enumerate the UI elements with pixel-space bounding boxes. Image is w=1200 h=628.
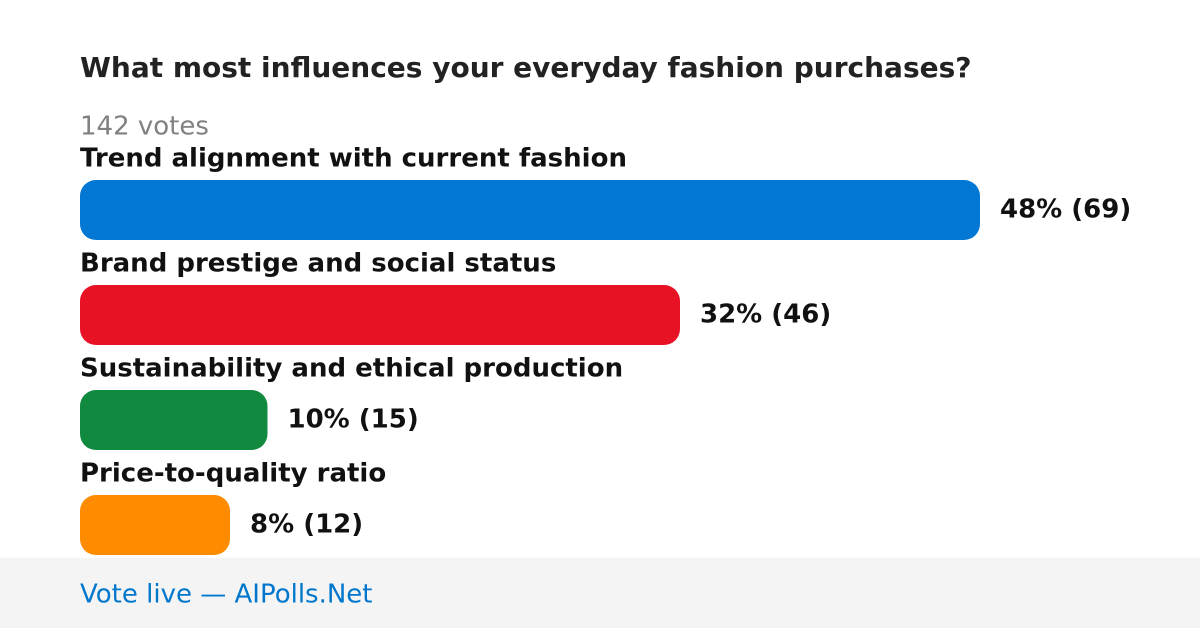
- value-label: 48% (69): [1000, 195, 1131, 225]
- bar: [80, 285, 680, 345]
- vote-count: 142 votes: [80, 112, 209, 142]
- bar: [80, 390, 268, 450]
- option-label: Trend alignment with current fashion: [80, 144, 627, 174]
- bar: [80, 180, 980, 240]
- footer-link[interactable]: Vote live — AIPolls.Net: [80, 580, 373, 610]
- option-label: Brand prestige and social status: [80, 249, 556, 279]
- value-label: 32% (46): [700, 300, 831, 330]
- value-label: 8% (12): [250, 510, 363, 540]
- footer-band: [0, 558, 1200, 628]
- option-label: Sustainability and ethical production: [80, 354, 623, 384]
- bar: [80, 495, 230, 555]
- chart-title: What most influences your everyday fashi…: [80, 51, 972, 84]
- option-label: Price-to-quality ratio: [80, 459, 386, 489]
- value-label: 10% (15): [288, 405, 419, 435]
